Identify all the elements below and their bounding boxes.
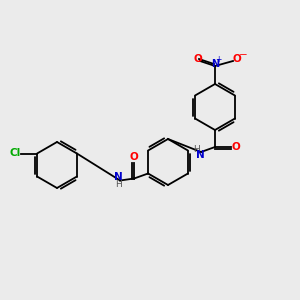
Text: O: O bbox=[232, 142, 240, 152]
Text: O: O bbox=[194, 54, 202, 64]
Text: +: + bbox=[215, 56, 221, 64]
Text: O: O bbox=[130, 152, 139, 161]
Text: Cl: Cl bbox=[10, 148, 21, 158]
Text: H: H bbox=[194, 146, 200, 154]
Text: N: N bbox=[114, 172, 122, 182]
Text: −: − bbox=[238, 50, 247, 60]
Text: N: N bbox=[196, 150, 204, 160]
Text: H: H bbox=[115, 180, 122, 189]
Text: O: O bbox=[232, 54, 242, 64]
Text: N: N bbox=[211, 59, 219, 69]
